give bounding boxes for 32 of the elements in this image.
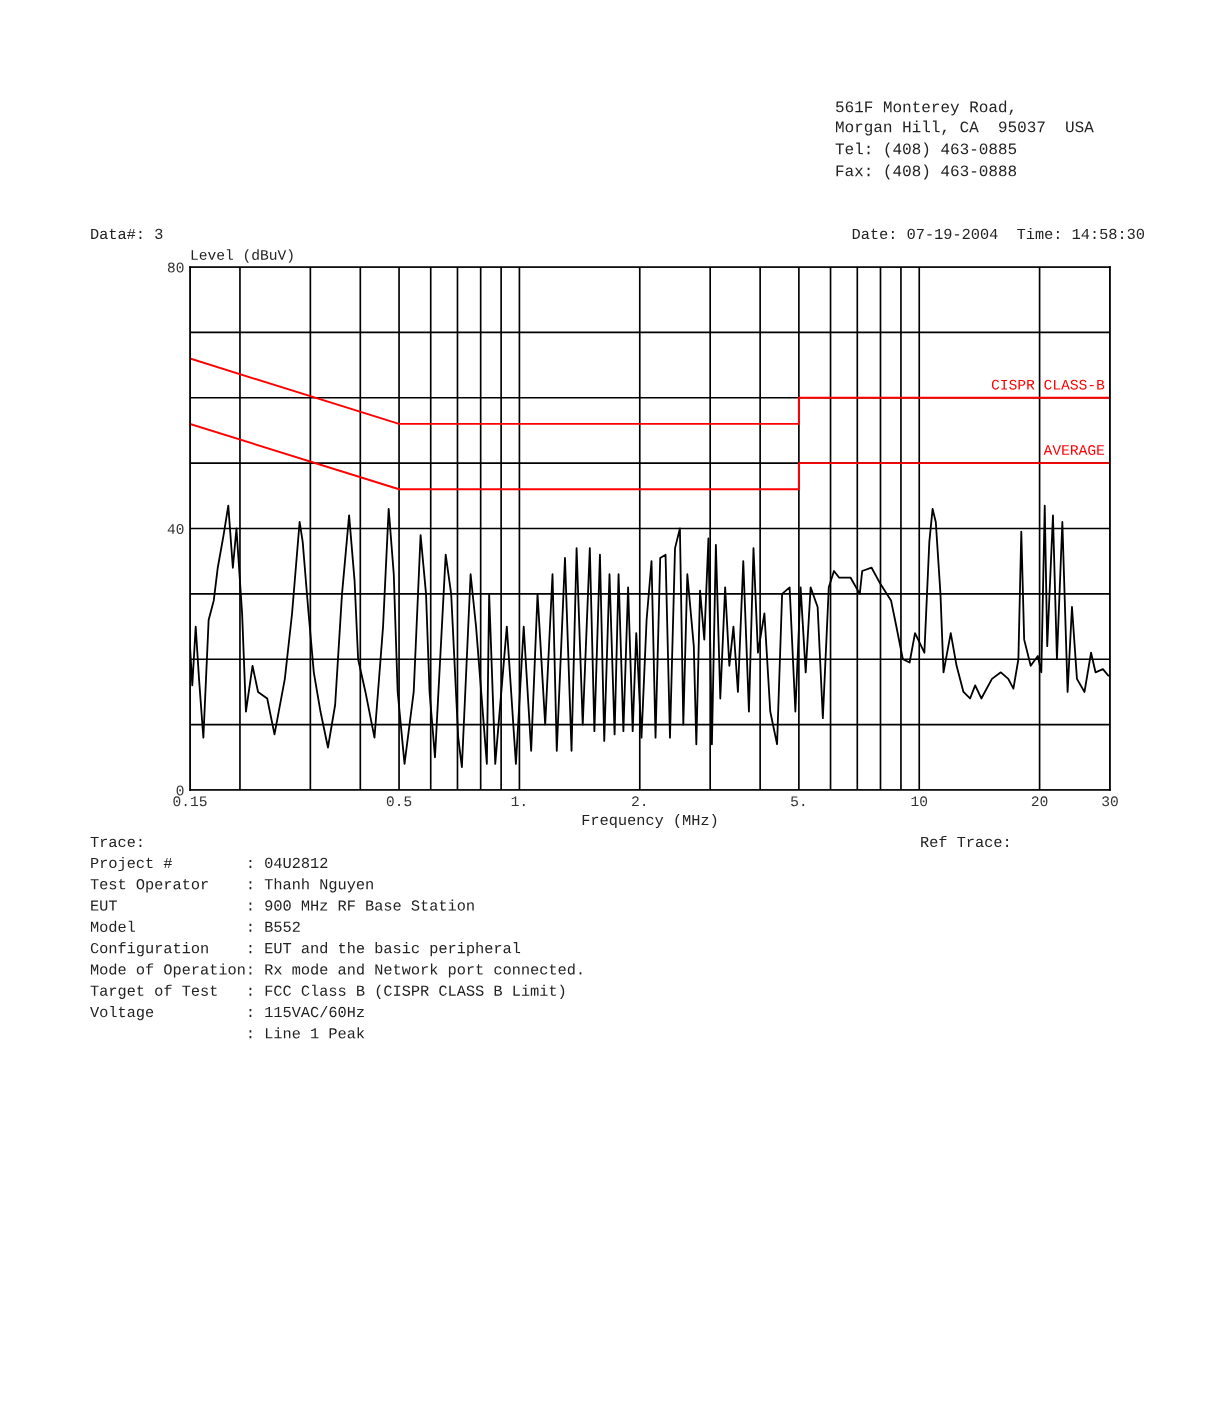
x-tick-label: 10	[911, 796, 928, 807]
text: : Line 1 Peak	[249, 1027, 365, 1039]
text: Data#: 3	[91, 228, 163, 240]
text: Ref Trace:	[921, 835, 1008, 848]
text: Tel: (408) 463-0885	[835, 142, 1017, 158]
text: Configuration : EUT and the basic peripheral	[90, 942, 521, 957]
x-tick-label: 5.	[791, 796, 805, 807]
x-tick-label: 30	[1102, 796, 1118, 807]
x-tick-label: 0.5	[386, 796, 412, 807]
series-label: AVERAGE	[1043, 445, 1105, 456]
y-tick-label: 40	[167, 524, 184, 534]
text: 561F Monterey Road,	[836, 100, 1013, 116]
x-tick-label: 20	[1031, 796, 1048, 807]
text: Test Operator : Thanh Nguyen	[90, 878, 373, 893]
text: Mode of Operation: Rx mode and Network port connected.	[90, 963, 582, 978]
text: Trace:	[90, 836, 142, 848]
text: EUT : 900 MHz RF Base Station	[91, 899, 474, 911]
text: Target of Test : FCC Class B (CISPR CLASS B Limit)	[90, 984, 565, 999]
x-tick-label: 2.	[632, 796, 645, 807]
series-label: CISPR CLASS-B	[991, 379, 1105, 390]
text: Date: 07-19-2004 Time: 14:58:30	[852, 227, 1145, 240]
x-axis-title: Frequency (MHz)	[582, 813, 717, 829]
text: Project # : 04U2812	[91, 856, 328, 872]
y-tick-label: 0	[176, 785, 184, 796]
y-tick-label: 80	[167, 262, 184, 273]
y-axis-title: Level (dBuV)	[191, 249, 293, 263]
x-tick-label: 0.15	[173, 796, 207, 807]
x-tick-label: 1.	[511, 796, 525, 807]
text: Fax: (408) 463-0888	[836, 164, 1017, 180]
text: Voltage : 115VAC/60Hz	[90, 1005, 364, 1021]
text: Morgan Hill, CA 95037 USA	[836, 120, 1094, 136]
text: Model : B552	[90, 920, 300, 933]
